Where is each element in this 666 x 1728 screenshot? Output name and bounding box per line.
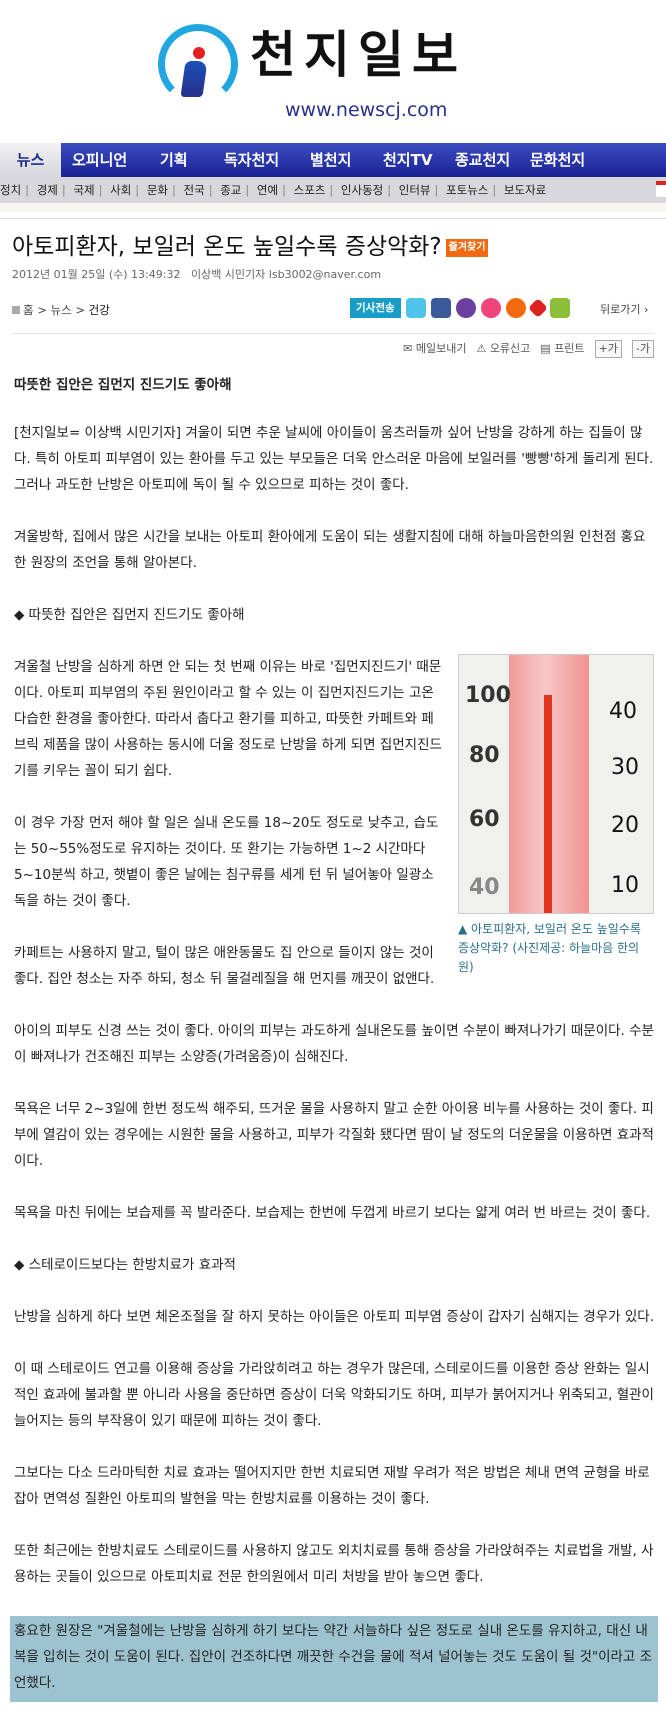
logo-emblem-icon bbox=[158, 24, 238, 104]
share-label: 기사전송 bbox=[350, 298, 401, 318]
breadcrumb-home[interactable]: 홈 bbox=[23, 303, 34, 317]
print-label: 프린트 bbox=[554, 342, 585, 355]
paragraph: 그보다는 다소 드라마틱한 치료 효과는 떨어지지만 한번 치료되면 재발 우려… bbox=[14, 1465, 650, 1507]
article-tools: ✉ 메일보내기 ⚠ 오류신고 ▤ 프린트 +가 -가 bbox=[403, 340, 654, 358]
subnav-item[interactable]: 포토뉴스 bbox=[446, 183, 489, 197]
divider bbox=[0, 218, 666, 219]
article-body: 따뜻한 집안은 집먼지 진드기도 좋아해 [천지일보= 이상백 시민기자] 겨울… bbox=[10, 372, 658, 1728]
paragraph: 이 때 스테로이드 연고를 이용해 증상을 가라앉히려고 하는 경우가 많은데,… bbox=[14, 1361, 654, 1429]
paragraph: 카페트는 사용하지 말고, 털이 많은 애완동물도 집 안으로 들이지 않는 것… bbox=[14, 945, 435, 987]
cyworld-icon[interactable] bbox=[505, 298, 526, 318]
sub-nav: 정치 | 경제 | 국제 | 사회 | 문화 | 전국 | 종교 | 연예 | 스포츠 | 인사동… bbox=[0, 177, 666, 203]
scale-label: 40 bbox=[609, 699, 637, 724]
author-email[interactable]: lsb3002@naver.com bbox=[268, 268, 382, 281]
divider bbox=[0, 203, 666, 212]
back-label: 뒤로가기 bbox=[600, 303, 641, 316]
paragraph: [천지일보= 이상백 시민기자] 겨울이 되면 추운 날씨에 아이들이 움츠러들… bbox=[14, 425, 654, 493]
logo-text: 천지일보 bbox=[250, 26, 466, 84]
subnav-item[interactable]: 보도자료 bbox=[503, 183, 547, 197]
report-label: 오류신고 bbox=[489, 342, 531, 355]
bookmark-icon[interactable] bbox=[527, 298, 548, 318]
twitter-icon[interactable] bbox=[405, 298, 426, 318]
paragraph: 또한 최근에는 한방치료도 스테로이드를 사용하지 않고도 외치치료를 통해 증… bbox=[14, 1543, 654, 1585]
article-title: 아토피환자, 보일러 온도 높일수록 증상악화? 즐겨찾기 bbox=[12, 232, 489, 262]
subnav-item[interactable]: 스포츠 bbox=[293, 183, 326, 197]
scale-label: 40 bbox=[469, 875, 500, 900]
breadcrumb-news[interactable]: 뉴스 bbox=[50, 303, 72, 317]
paragraph: 이 경우 가장 먼저 해야 할 일은 실내 온도를 18~20도 정도로 낮추고… bbox=[14, 815, 439, 909]
paragraph: 아이의 피부도 신경 쓰는 것이 좋다. 아이의 피부는 과도하게 실내온도를 … bbox=[14, 1023, 654, 1065]
scale-label: 100 bbox=[465, 683, 511, 708]
blog-icon[interactable] bbox=[549, 298, 570, 318]
section-heading: ◆ 따뜻한 집안은 집먼지 진드기도 좋아해 bbox=[14, 607, 245, 623]
site-logo[interactable]: 천지일보 www.newscj.com bbox=[150, 18, 530, 126]
subnav-item[interactable]: 인터뷰 bbox=[398, 183, 431, 197]
subnav-item[interactable]: 인사동정 bbox=[340, 183, 384, 197]
nav-item-byeolcheonji[interactable]: 별천지 bbox=[310, 151, 352, 169]
site-url[interactable]: www.newscj.com bbox=[285, 99, 448, 121]
scale-label: 30 bbox=[611, 755, 639, 780]
subnav-item[interactable]: 경제 bbox=[36, 183, 58, 197]
highlighted-quote: 홍요한 원장은 "겨울철에는 난방을 심하게 하기 보다는 약간 서늘하다 싶은… bbox=[10, 1616, 658, 1702]
article-photo: 100 80 60 40 40 30 20 10 ▲ 아토피환자, 보일러 온도… bbox=[458, 654, 654, 977]
back-link[interactable]: 뒤로가기 › bbox=[600, 303, 649, 316]
article-meta: 2012년 01월 25일 (수) 13:49:32 이상백 시민기자 lsb3… bbox=[12, 267, 381, 283]
arrow-icon bbox=[12, 306, 20, 314]
favorite-button[interactable]: 즐겨찾기 bbox=[445, 238, 489, 257]
mail-label: 메일보내기 bbox=[415, 342, 467, 355]
nav-item-opinion[interactable]: 오피니언 bbox=[72, 151, 128, 169]
author: 이상백 시민기자 bbox=[190, 268, 266, 281]
subnav-item[interactable]: 연예 bbox=[256, 183, 279, 197]
subnav-item[interactable]: 국제 bbox=[73, 183, 95, 197]
nav-item-religion[interactable]: 종교천지 bbox=[455, 151, 511, 169]
paragraph: 겨울방학, 집에서 많은 시간을 보내는 아토피 환아에게 도움이 되는 생활지… bbox=[14, 529, 646, 571]
photo-caption: ▲ 아토피환자, 보일러 온도 높일수록 증상악화? (사진제공: 하늘마음 한… bbox=[458, 922, 641, 974]
facebook-icon[interactable] bbox=[430, 298, 451, 318]
share-bar: 기사전송 bbox=[350, 297, 570, 319]
scale-label: 10 bbox=[611, 873, 639, 898]
paragraph: 겨울철 난방을 심하게 하면 안 되는 첫 번째 이유는 바로 '집먼지진드기'… bbox=[14, 659, 442, 779]
paragraph: 목욕을 마친 뒤에는 보습제를 꼭 발라준다. 보습제는 한번에 두껍게 바르기… bbox=[14, 1205, 651, 1221]
paragraph: 목욕은 너무 2~3일에 한번 정도씩 해주되, 뜨거운 물을 사용하지 말고 … bbox=[14, 1101, 654, 1169]
nav-item-readers[interactable]: 독자천지 bbox=[224, 151, 280, 169]
divider bbox=[12, 333, 654, 334]
article-subtitle: 따뜻한 집안은 집먼지 진드기도 좋아해 bbox=[14, 377, 232, 393]
nav-item-news[interactable]: 뉴스 bbox=[0, 143, 61, 177]
scale-label: 60 bbox=[469, 807, 500, 832]
title-text: 아토피환자, 보일러 온도 높일수록 증상악화? bbox=[12, 234, 442, 260]
me2day-icon[interactable] bbox=[455, 298, 476, 318]
thermometer-image: 100 80 60 40 40 30 20 10 bbox=[458, 654, 654, 914]
font-increase-button[interactable]: +가 bbox=[594, 340, 622, 358]
nav-item-planning[interactable]: 기획 bbox=[160, 151, 188, 169]
yozm-icon[interactable] bbox=[480, 298, 501, 318]
breadcrumb: 홈 > 뉴스 > 건강 bbox=[12, 302, 110, 318]
subnav-item[interactable]: 정치 bbox=[0, 183, 22, 197]
subnav-item[interactable]: 문화 bbox=[146, 183, 168, 197]
paragraph: 난방을 심하게 하다 보면 체온조절을 잘 하지 못하는 아이들은 아토피 피부… bbox=[14, 1309, 654, 1325]
report-button[interactable]: ⚠ 오류신고 bbox=[476, 342, 531, 355]
print-button[interactable]: ▤ 프린트 bbox=[540, 342, 585, 355]
nav-item-culture[interactable]: 문화천지 bbox=[530, 151, 586, 169]
scale-label: 20 bbox=[611, 813, 639, 838]
pdf-icon[interactable] bbox=[656, 181, 666, 197]
font-decrease-button[interactable]: -가 bbox=[631, 340, 654, 358]
subnav-item[interactable]: 사회 bbox=[110, 183, 132, 197]
scale-label: 80 bbox=[469, 743, 500, 768]
subnav-item[interactable]: 종교 bbox=[220, 183, 242, 197]
breadcrumb-health[interactable]: 건강 bbox=[88, 303, 110, 317]
nav-item-tv[interactable]: 천지TV bbox=[383, 151, 433, 169]
section-heading: ◆ 스테로이드보다는 한방치료가 효과적 bbox=[14, 1257, 236, 1273]
date: 2012년 01월 25일 (수) 13:49:32 bbox=[12, 268, 181, 281]
subnav-item[interactable]: 전국 bbox=[183, 183, 205, 197]
main-nav: 뉴스 오피니언 기획 독자천지 별천지 천지TV 종교천지 문화천지 bbox=[0, 143, 666, 177]
mail-button[interactable]: ✉ 메일보내기 bbox=[403, 342, 467, 355]
